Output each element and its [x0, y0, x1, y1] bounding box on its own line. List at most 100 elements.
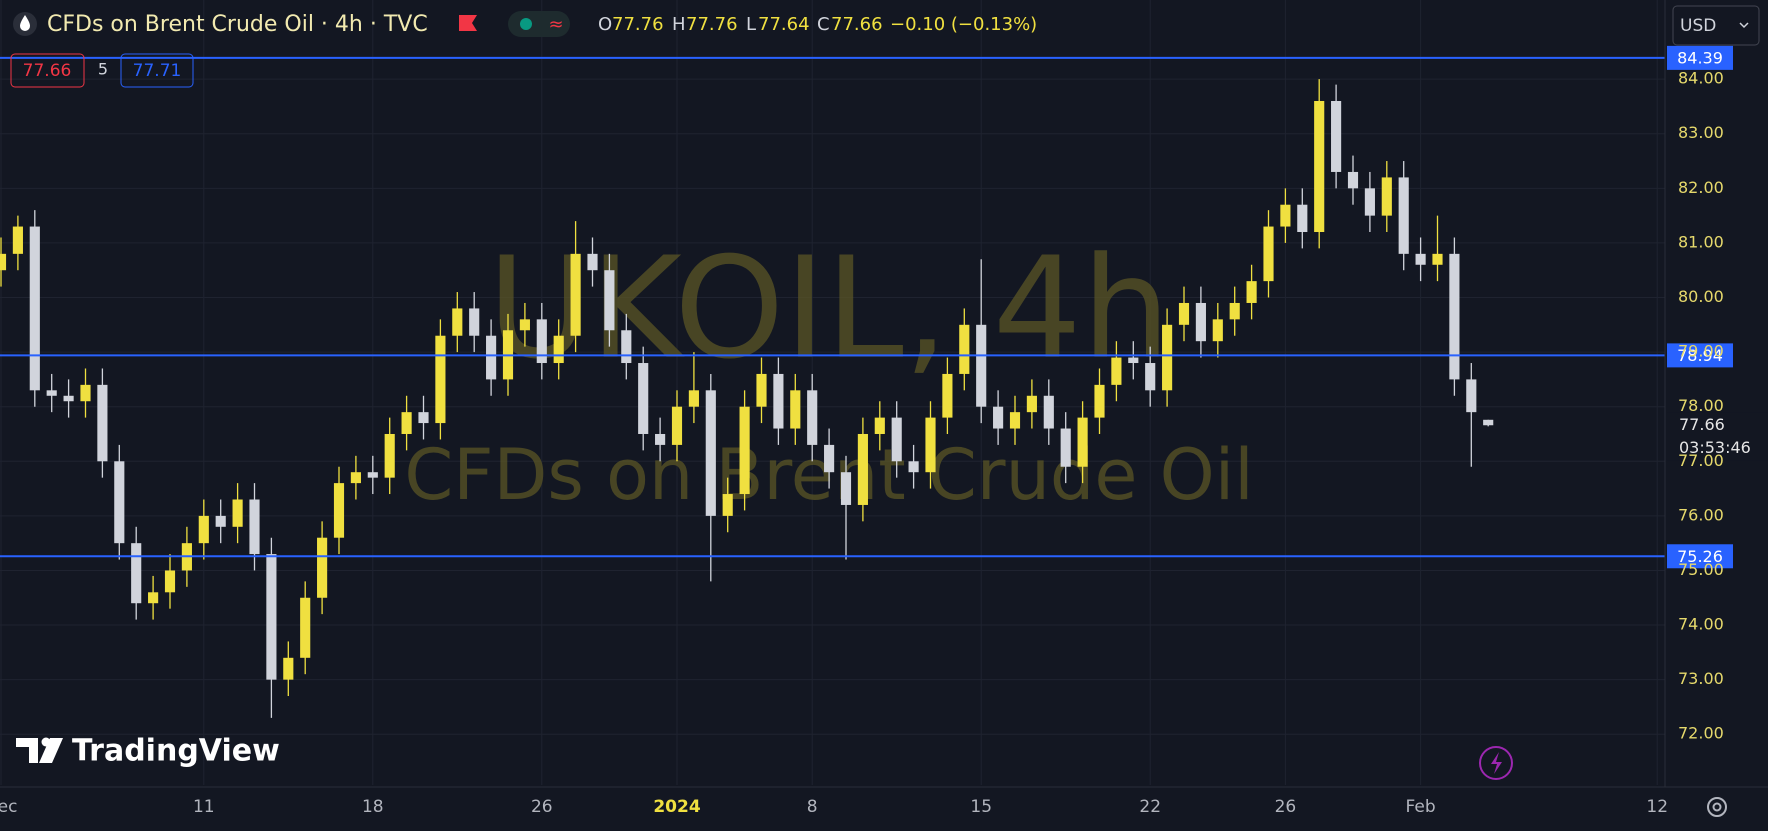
- candle-body: [164, 570, 176, 593]
- candle-body: [1415, 253, 1426, 265]
- candle-body: [857, 433, 868, 505]
- buy-price: 77.71: [133, 61, 182, 81]
- candle-body: [756, 373, 767, 407]
- candle-body: [333, 483, 345, 538]
- candle-body: [655, 433, 666, 445]
- level-label-bg: [1667, 45, 1733, 70]
- candle-body: [688, 390, 699, 407]
- title: CFDs on Brent Crude Oil · 4h · TVC: [47, 12, 428, 37]
- level-label: 75.26: [1677, 547, 1723, 566]
- candle-body: [1246, 281, 1257, 303]
- x-tick-label: 12: [1646, 797, 1668, 817]
- candle-body: [942, 373, 953, 418]
- candle-body: [131, 543, 142, 604]
- candle-body: [1483, 419, 1494, 426]
- candle-body: [283, 657, 294, 680]
- candle-body: [1094, 384, 1105, 418]
- candle-body: [1009, 412, 1021, 429]
- candle-body: [536, 319, 547, 364]
- candle-body: [621, 330, 632, 364]
- candle-body: [705, 390, 716, 516]
- candle-body: [1229, 302, 1240, 320]
- candle-body: [824, 444, 835, 473]
- candle-body: [739, 406, 750, 495]
- candle-body: [570, 253, 581, 336]
- candle-body: [587, 253, 598, 271]
- candle-body: [384, 433, 395, 478]
- candle-body: [807, 390, 818, 445]
- candle-body: [63, 395, 74, 402]
- candle-body: [1398, 177, 1409, 254]
- candle-body: [790, 390, 801, 429]
- candle-body: [29, 226, 40, 391]
- candle-body: [80, 384, 91, 402]
- y-tick-label: 80.00: [1678, 287, 1724, 306]
- candle-body: [976, 324, 987, 407]
- last-price-bg: [1667, 412, 1768, 461]
- spread: 5: [98, 60, 108, 79]
- candle-body: [1145, 363, 1156, 391]
- plot: [0, 79, 1494, 718]
- y-tick-label: 81.00: [1678, 232, 1724, 251]
- candle-body: [1364, 188, 1375, 216]
- buy-button[interactable]: [120, 53, 194, 88]
- y-tick-label: 73.00: [1678, 669, 1724, 688]
- candle-body: [317, 537, 328, 598]
- overlay: 84.39 78.94 75.26 77.66 03:53:46: [0, 45, 1768, 569]
- candle-body: [1432, 253, 1443, 265]
- candle-body: [1314, 100, 1325, 233]
- x-tick-label: Dec: [0, 797, 17, 817]
- x-tick-label: 15: [970, 797, 992, 817]
- candle-body: [1111, 357, 1122, 385]
- candle-body: [1297, 204, 1308, 233]
- y-tick-label: 72.00: [1678, 724, 1724, 743]
- y-tick-label: 82.00: [1678, 178, 1724, 197]
- x-tick-label: Feb: [1406, 797, 1436, 817]
- settings-icon[interactable]: [1707, 797, 1727, 817]
- dropdown-arrow: [1739, 22, 1749, 29]
- ohlc-value: 77.66: [831, 14, 883, 35]
- ohlc-prefix: O: [598, 14, 612, 35]
- candle-body: [350, 472, 361, 484]
- ohlc-value: 77.64: [758, 14, 810, 35]
- y-tick-label: 76.00: [1678, 505, 1724, 524]
- settings-icon-core: [1712, 802, 1722, 812]
- ohlc-change: −0.10 (−0.13%): [890, 14, 1037, 35]
- level-label: 78.94: [1677, 346, 1723, 365]
- ohlc-value: 77.76: [612, 14, 664, 35]
- flag-icon[interactable]: [459, 15, 477, 31]
- candle-body: [1466, 379, 1477, 413]
- status-pill[interactable]: [508, 11, 570, 37]
- candle-body: [418, 412, 429, 424]
- candle-body: [249, 499, 260, 555]
- candle-body: [519, 319, 530, 331]
- candle-body: [1178, 302, 1190, 325]
- candle-body: [891, 417, 902, 462]
- candle-body: [452, 308, 463, 336]
- drop-icon: [20, 15, 30, 31]
- candle-body: [1077, 417, 1088, 467]
- candle-body: [773, 373, 784, 429]
- candle-body: [300, 597, 311, 658]
- candle-body: [1128, 357, 1139, 364]
- candle-body: [0, 253, 7, 271]
- x-tick-label: 11: [193, 797, 215, 817]
- sell-button[interactable]: [10, 53, 85, 88]
- currency: USD: [1680, 16, 1716, 36]
- level-label-bg: [1667, 544, 1733, 569]
- watermark-symbol: UKOIL, 4h: [488, 228, 1171, 391]
- currency-select[interactable]: [1672, 5, 1760, 46]
- candle-body: [1263, 226, 1274, 282]
- candle-body: [874, 417, 885, 434]
- x-tick-label: 8: [807, 797, 818, 817]
- y-tick-label: 79.00: [1678, 342, 1724, 361]
- candle-body: [367, 472, 378, 478]
- last-price-label: 77.66: [1679, 415, 1725, 434]
- candle-body: [12, 226, 23, 254]
- candle-body: [486, 335, 497, 380]
- candle-body: [401, 412, 412, 434]
- brand-logo-dot: [41, 737, 51, 747]
- alert-icon[interactable]: [1479, 746, 1513, 780]
- candle-body: [198, 515, 209, 544]
- y-tick-label: 78.00: [1678, 396, 1724, 415]
